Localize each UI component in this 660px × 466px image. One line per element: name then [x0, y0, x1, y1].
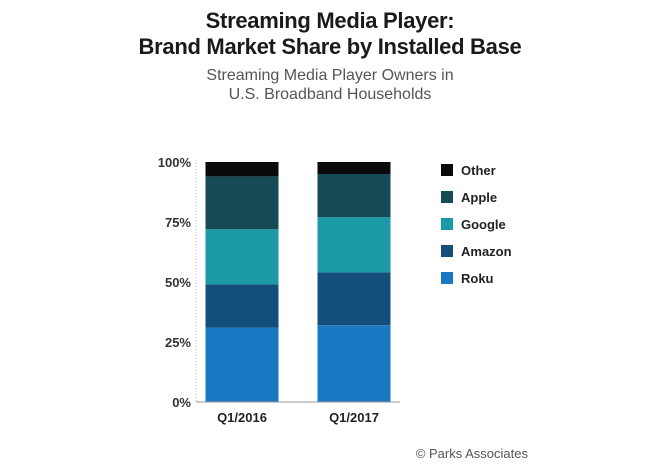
- legend-swatch-apple: [441, 191, 453, 203]
- chart-subtitle-line-2: U.S. Broadband Households: [228, 86, 432, 103]
- legend-swatch-google: [441, 218, 453, 230]
- chart-title-line-1: Streaming Media Player:: [205, 8, 455, 33]
- bar-segment-google: [317, 217, 391, 273]
- bar-segment-amazon: [205, 284, 279, 328]
- y-tick-label: 50%: [165, 275, 191, 290]
- y-tick-label: 0%: [172, 395, 191, 410]
- bar-segment-apple: [317, 174, 391, 218]
- legend-label-apple: Apple: [461, 190, 497, 205]
- legend-swatch-amazon: [441, 245, 453, 257]
- bar-segment-google: [205, 229, 279, 285]
- bar-segment-roku: [317, 325, 391, 402]
- y-tick-label: 25%: [165, 335, 191, 350]
- bar-segment-other: [205, 162, 279, 177]
- legend-label-google: Google: [461, 217, 506, 232]
- legend-swatch-roku: [441, 272, 453, 284]
- legend-label-other: Other: [461, 163, 496, 178]
- legend-swatch-other: [441, 164, 453, 176]
- copyright-credit: © Parks Associates: [415, 446, 528, 461]
- bar-segment-roku: [205, 327, 279, 402]
- bar-segment-apple: [205, 176, 279, 230]
- chart-title: Streaming Media Player: Brand Market Sha…: [0, 8, 660, 60]
- x-tick-label: Q1/2016: [217, 410, 267, 425]
- y-tick-label: 75%: [165, 215, 191, 230]
- chart-subtitle: Streaming Media Player Owners in U.S. Br…: [0, 66, 660, 104]
- chart-subtitle-line-1: Streaming Media Player Owners in: [206, 67, 454, 84]
- chart-title-line-2: Brand Market Share by Installed Base: [138, 34, 522, 59]
- bar-segment-amazon: [317, 272, 391, 326]
- legend-label-amazon: Amazon: [461, 244, 512, 259]
- x-tick-label: Q1/2017: [329, 410, 379, 425]
- bar-segment-other: [317, 162, 391, 174]
- legend-label-roku: Roku: [461, 271, 494, 286]
- y-tick-label: 100%: [158, 155, 192, 170]
